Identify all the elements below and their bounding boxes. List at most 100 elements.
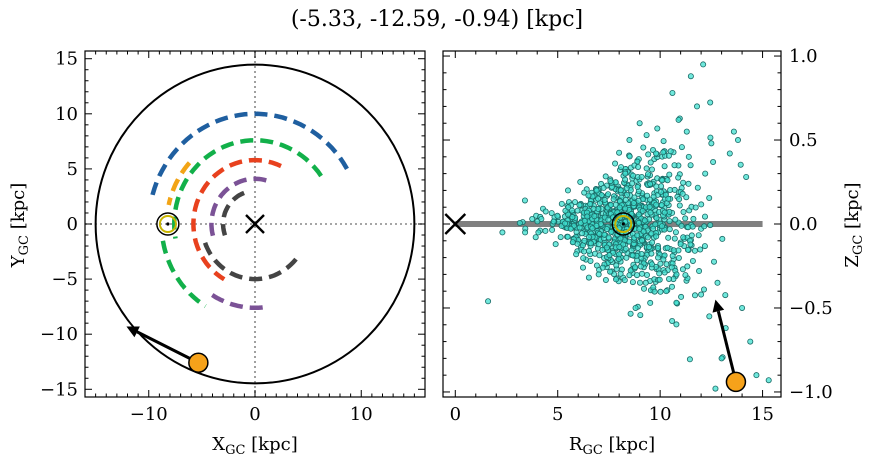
- scatter-point: [694, 184, 701, 191]
- scatter-point: [579, 230, 586, 237]
- scatter-point: [632, 304, 639, 311]
- scatter-point: [598, 192, 605, 199]
- x-tick-label: 10: [649, 404, 672, 425]
- scatter-point: [695, 232, 702, 239]
- scatter-point: [653, 183, 660, 190]
- spiral-arm-2: [160, 240, 207, 309]
- scatter-point: [726, 150, 733, 157]
- scatter-point: [532, 234, 539, 241]
- object-marker: [188, 352, 209, 373]
- scatter-point: [647, 299, 654, 306]
- scatter-point: [529, 215, 536, 222]
- scatter-point: [664, 177, 671, 184]
- scatter-point: [671, 235, 678, 242]
- scatter-point: [538, 215, 545, 222]
- scatter-point: [622, 196, 629, 203]
- right-x-axis-label: RGC [kpc]: [569, 434, 655, 458]
- scatter-point: [601, 231, 608, 238]
- scatter-point: [622, 245, 629, 252]
- scatter-point: [734, 137, 741, 144]
- scatter-point: [573, 251, 580, 258]
- scatter-cloud: [516, 99, 744, 363]
- scatter-point: [692, 204, 699, 211]
- scatter-point: [711, 258, 718, 265]
- scatter-point: [521, 197, 528, 204]
- scatter-point: [646, 196, 653, 203]
- scatter-point: [722, 292, 729, 299]
- y-tick-label: −0.5: [789, 298, 833, 319]
- scatter-point: [552, 241, 559, 248]
- scatter-point: [665, 195, 672, 202]
- scatter-point: [683, 194, 690, 201]
- scatter-point: [659, 223, 666, 230]
- scatter-point: [605, 234, 612, 241]
- scatter-point: [564, 187, 571, 194]
- scatter-point: [671, 162, 678, 169]
- scatter-point: [618, 164, 625, 171]
- scatter-point: [622, 170, 629, 177]
- scatter-point: [641, 285, 648, 292]
- scatter-point: [660, 149, 667, 156]
- motion-arrow-head: [126, 326, 140, 338]
- scatter-point: [629, 252, 636, 259]
- scatter-point: [707, 134, 714, 141]
- y-tick-label: 1.0: [789, 46, 818, 67]
- scatter-point: [554, 212, 561, 219]
- scatter-point: [666, 226, 673, 233]
- scatter-point: [634, 232, 641, 239]
- scatter-point: [651, 288, 658, 295]
- scatter-point: [644, 271, 651, 278]
- scatter-point: [719, 235, 726, 242]
- scatter-point: [687, 73, 694, 80]
- scatter-point: [718, 355, 725, 362]
- scatter-point: [599, 246, 606, 253]
- scatter-point: [687, 162, 694, 169]
- scatter-point: [666, 171, 673, 178]
- scatter-point: [687, 241, 694, 248]
- scatter-point: [637, 279, 644, 286]
- left-panel: −10 0 10 −15 −10 −5 0 5 10 15 XGC [kpc] YGC [kpc]: [8, 49, 426, 458]
- y-tick-label: −10: [40, 324, 78, 345]
- scatter-point: [587, 201, 594, 208]
- right-panel: 0 5 10 15 −1.0 −0.5 0.0 0.5 1.0 RGC [kpc] ZGC [k…: [442, 46, 866, 458]
- scatter-point: [676, 202, 683, 209]
- sun-outer-ring: [156, 212, 180, 236]
- scatter-point: [706, 313, 713, 320]
- scatter-point: [684, 246, 691, 253]
- scatter-point: [636, 226, 643, 233]
- scatter-point: [585, 274, 592, 281]
- scatter-point: [649, 166, 656, 173]
- spiral-arm-0: [148, 111, 349, 202]
- scatter-point: [684, 263, 691, 270]
- scatter-point: [650, 225, 657, 232]
- scatter-point: [680, 208, 687, 215]
- scatter-point: [542, 227, 549, 234]
- scatter-point: [622, 205, 629, 212]
- scatter-point: [661, 163, 668, 170]
- spiral-arm-6: [211, 293, 270, 310]
- scatter-point: [567, 225, 574, 232]
- scatter-point: [576, 201, 583, 208]
- scatter-point: [689, 223, 696, 230]
- y-tick-label: −5: [51, 269, 78, 290]
- scatter-point: [644, 192, 651, 199]
- scatter-point: [737, 161, 744, 168]
- scatter-point: [629, 180, 636, 187]
- scatter-point: [707, 99, 714, 106]
- scatter-point: [682, 215, 689, 222]
- y-tick-label: −1.0: [789, 382, 833, 403]
- scatter-point: [653, 233, 660, 240]
- scatter-point: [636, 120, 643, 127]
- x-tick-label: 0: [450, 404, 461, 425]
- scatter-point: [643, 165, 650, 172]
- scatter-point: [668, 264, 675, 271]
- scatter-point: [606, 252, 613, 259]
- scatter-point: [627, 310, 634, 317]
- scatter-point: [669, 252, 676, 259]
- scatter-point: [730, 128, 737, 135]
- scatter-point: [607, 178, 614, 185]
- scatter-point: [581, 189, 588, 196]
- scatter-point: [675, 254, 682, 261]
- scatter-point: [702, 170, 709, 177]
